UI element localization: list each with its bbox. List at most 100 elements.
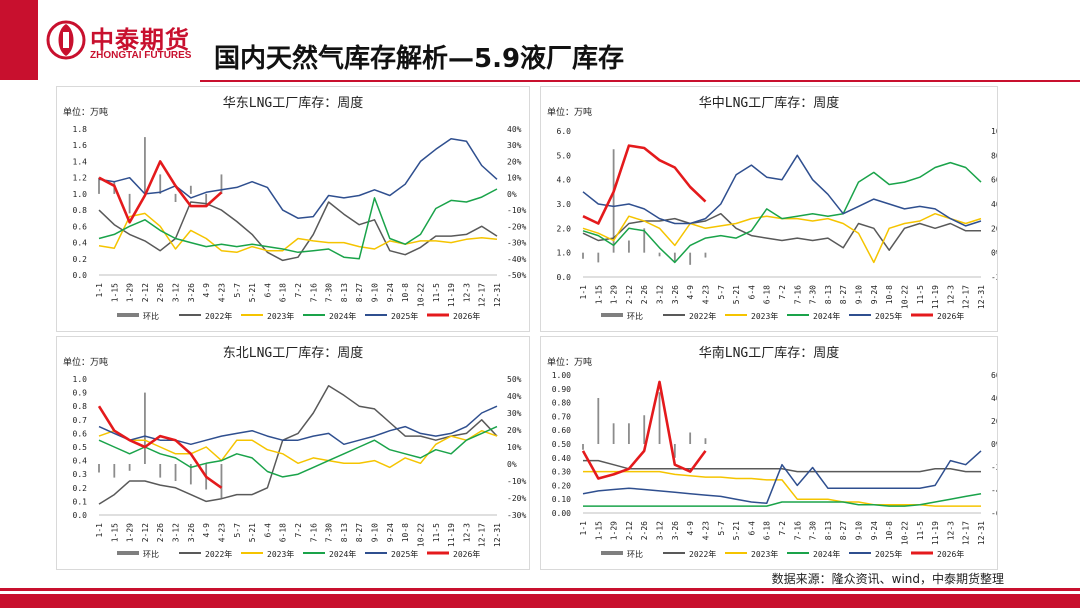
y-tick-label: 1.0: [73, 190, 88, 199]
x-tick-label: 10-8: [401, 523, 410, 542]
x-tick-label: 9-24: [386, 283, 395, 302]
legend-label: 2026年: [937, 311, 964, 321]
x-tick-label: 12-3: [462, 523, 471, 542]
y-tick-label: 0.60: [552, 426, 571, 435]
x-tick-label: 5-7: [233, 523, 242, 538]
x-tick-label: 11-5: [432, 283, 441, 302]
x-tick-label: 6-18: [279, 523, 288, 542]
x-tick-label: 12-3: [462, 283, 471, 302]
series-line-2025: [98, 405, 498, 446]
y2-tick-label: 30%: [507, 141, 522, 150]
y-tick-label: 0.50: [552, 440, 571, 449]
x-tick-label: 1-29: [126, 523, 135, 542]
x-tick-label: 1-15: [110, 283, 119, 302]
x-tick-label: 5-21: [248, 523, 257, 542]
y2-tick-label: 100%: [991, 127, 997, 136]
mom-bar: [582, 444, 584, 450]
y2-tick-label: -10%: [507, 477, 526, 486]
y-tick-label: 1.6: [73, 141, 88, 150]
series-line-2023: [582, 212, 982, 264]
legend-label: 2023年: [267, 549, 294, 559]
x-tick-label: 2-12: [625, 521, 634, 540]
x-tick-label: 6-4: [747, 521, 756, 536]
y2-tick-label: 0%: [991, 249, 997, 258]
series-line-2026: [581, 380, 707, 480]
series-line-2026: [582, 144, 707, 225]
y2-tick-label: 30%: [507, 409, 522, 418]
mom-bar: [658, 252, 661, 257]
y-tick-label: 0.20: [552, 481, 571, 490]
x-tick-label: 11-5: [916, 285, 925, 304]
mom-bar: [597, 252, 600, 263]
y2-tick-label: 40%: [991, 200, 997, 209]
x-tick-label: 12-17: [478, 523, 487, 547]
unit-label: 单位：万吨: [547, 356, 592, 368]
x-tick-label: 12-31: [493, 523, 502, 547]
mom-bar: [628, 240, 630, 253]
x-tick-label: 12-17: [962, 521, 971, 545]
x-tick-label: 12-17: [962, 285, 971, 309]
y2-tick-label: 0%: [507, 190, 517, 199]
legend-label: 2024年: [813, 311, 840, 321]
mom-bar: [205, 193, 208, 207]
chart-title: 华东LNG工厂库存：周度: [223, 95, 363, 111]
chart-panel-huadong: 华东LNG工厂库存：周度 单位：万吨 1.8 1.6 1.4 1.2 1.0 0.8 0.6 0.…: [56, 86, 530, 332]
x-tick-label: 1-29: [610, 521, 619, 540]
legend-label: 环比: [627, 311, 643, 321]
chart-title: 华中LNG工厂库存：周度: [699, 95, 839, 111]
x-tick-label: 6-18: [763, 521, 772, 540]
x-tick-label: 3-12: [172, 523, 181, 542]
y-tick-label: 0.5: [73, 443, 88, 452]
legend-label: 2022年: [205, 311, 232, 321]
x-tick-label: 9-10: [855, 285, 864, 304]
y-tick-label: 0.6: [73, 429, 88, 438]
y2-tick-label: -10%: [507, 206, 526, 215]
x-tick-label: 1-15: [110, 523, 119, 542]
y2-tick-label: 20%: [507, 157, 522, 166]
legend-label: 2026年: [453, 311, 480, 321]
mom-bar: [689, 432, 692, 444]
y2-tick-label: -50%: [507, 271, 526, 280]
x-tick-label: 4-9: [686, 521, 695, 536]
mom-bar: [689, 252, 692, 265]
y-tick-label: 1.2: [73, 174, 88, 183]
x-tick-label: 4-23: [701, 521, 710, 540]
x-tick-label: 3-26: [671, 521, 680, 540]
x-tick-label: 9-24: [870, 285, 879, 304]
x-tick-label: 6-18: [763, 285, 772, 304]
legend-label: 2022年: [689, 311, 716, 321]
series-line-2022: [582, 212, 981, 251]
chart-panel-dongbei: 东北LNG工厂库存：周度 单位：万吨 1.0 0.9 0.8 0.7 0.6 0.5 0.4 0.…: [56, 336, 530, 570]
legend-label: 2025年: [391, 311, 418, 321]
x-tick-label: 8-13: [340, 523, 349, 542]
y-tick-label: 0.8: [73, 402, 88, 411]
x-tick-label: 7-2: [294, 283, 303, 298]
x-tick-label: 11-19: [931, 285, 940, 309]
footer-bar-thin: [0, 588, 1080, 591]
y2-tick-label: -60%: [991, 509, 997, 518]
mom-bar: [612, 149, 615, 253]
data-source-note: 数据来源：隆众资讯、wind，中泰期货整理: [771, 572, 1004, 586]
legend-label: 2025年: [875, 549, 902, 559]
legend-label: 环比: [143, 549, 159, 559]
x-tick-label: 4-9: [202, 283, 211, 298]
mom-bar: [658, 392, 661, 444]
y2-tick-label: 40%: [507, 392, 522, 401]
mom-bar: [159, 464, 162, 478]
y2-tick-label: 40%: [507, 125, 522, 134]
legend-swatch: [601, 313, 623, 317]
x-tick-label: 7-16: [793, 521, 802, 540]
x-tick-label: 1-15: [594, 521, 603, 540]
legend-label: 2022年: [205, 549, 232, 559]
legend-label: 2026年: [453, 549, 480, 559]
series-line-2024: [583, 492, 982, 507]
x-tick-label: 7-16: [309, 283, 318, 302]
legend-label: 2025年: [391, 549, 418, 559]
x-tick-label: 7-16: [793, 285, 802, 304]
y2-tick-label: 0%: [991, 440, 997, 449]
x-tick-label: 5-21: [248, 283, 257, 302]
